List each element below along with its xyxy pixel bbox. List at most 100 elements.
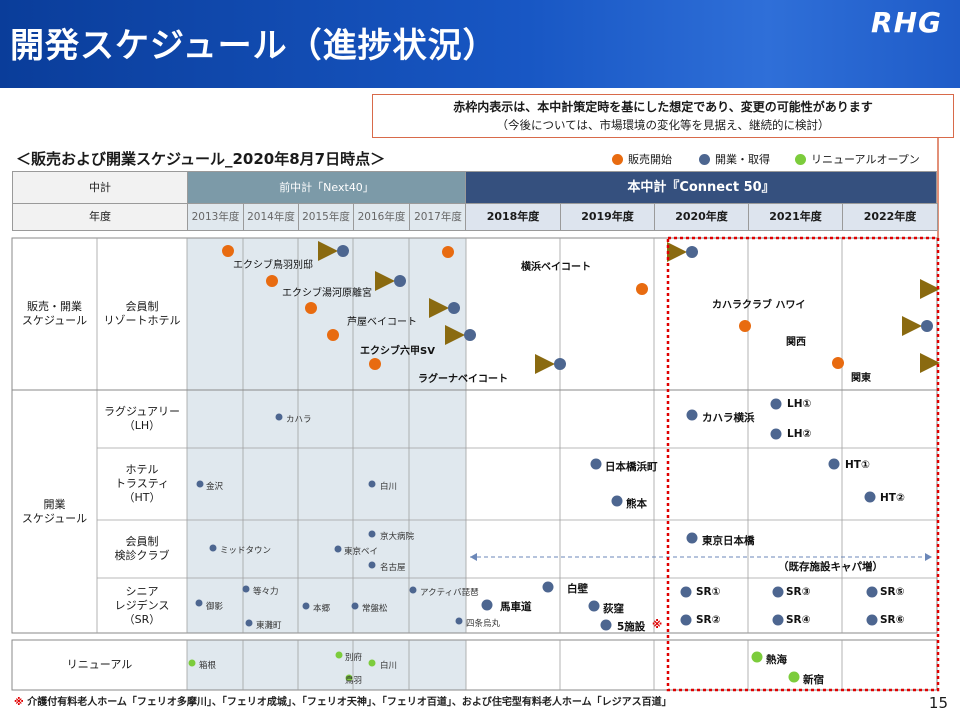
open-marker — [600, 619, 612, 631]
bar-label-ashiya: 芦屋ベイコート — [347, 317, 417, 328]
kenshin-nagoya-label: 名古屋 — [380, 563, 406, 573]
sales-start-marker — [222, 245, 234, 257]
green-dot-icon — [795, 153, 806, 165]
assumption-red-frame — [666, 236, 940, 692]
open-marker — [686, 532, 698, 544]
company-logo: RHG — [871, 6, 942, 39]
renewal-hakone-label: 箱根 — [199, 661, 217, 671]
sr-higashinada-label: 東灘町 — [256, 621, 282, 631]
note-line-1: 赤枠内表示は、本中計策定時を基にした想定であり、変更の可能性があります — [453, 100, 873, 114]
note-line-2: （今後については、市場環境の変化等を見据え、継続的に検討） — [496, 118, 830, 132]
open-marker-small — [368, 530, 376, 538]
renewal-marker-small — [335, 651, 343, 659]
sales-start-marker — [327, 329, 339, 341]
sr-2-label: SR② — [696, 614, 721, 626]
year-cell-curr: 2022年度 — [842, 203, 938, 231]
header-banner: 開発スケジュール（進捗状況） RHG — [0, 0, 960, 88]
disclaimer-note: 赤枠内表示は、本中計策定時を基にした想定であり、変更の可能性があります （今後に… — [372, 94, 954, 138]
sr-4-label: SR④ — [786, 614, 811, 626]
open-marker — [772, 586, 784, 598]
open-marker — [866, 614, 878, 626]
open-marker — [770, 428, 782, 440]
kenshin-capacity-label: （既存施設キャパ増） — [778, 561, 883, 573]
footnote: ※ 介護付有料老人ホーム「フェリオ多摩川」、「フェリオ成城」、「フェリオ天神」、… — [14, 693, 672, 708]
lh-1-label: LH① — [787, 398, 812, 410]
open-marker-small — [242, 585, 250, 593]
kenshin-label: 会員制 検診クラブ — [114, 535, 170, 562]
open-marker — [588, 600, 600, 612]
legend-label: リニューアルオープン — [811, 153, 920, 166]
open-marker — [921, 320, 933, 332]
sr-1-label: SR① — [696, 586, 721, 598]
year-cell-prev: 2013年度 — [187, 203, 244, 231]
orange-dot-icon — [612, 153, 623, 165]
sr-asterisk-mark: ※ — [652, 619, 663, 631]
prev-plan-header: 前中計「Next40」 — [187, 171, 466, 204]
body-border — [11, 237, 938, 634]
renewal-shinjuku-label: 新宿 — [803, 674, 824, 686]
renewal-label: リニューアル — [66, 658, 133, 671]
schedule-subtitle: ＜販売および開業スケジュール_2020年8月7日時点＞ — [16, 150, 386, 168]
kenshin-tokyobay-label: 東京ベイ — [344, 547, 379, 557]
year-cell-curr: 2019年度 — [560, 203, 655, 231]
ht-1-label: HT① — [845, 459, 870, 471]
bar-label-kahala: カハラクラブ ハワイ — [712, 300, 806, 311]
section-open-label: 開業 スケジュール — [21, 497, 88, 525]
legend-sales-start: 販売開始 — [612, 151, 672, 167]
open-marker — [542, 581, 554, 593]
sales-start-marker — [266, 275, 278, 287]
prev-plan-shading-renewal — [187, 640, 466, 690]
open-marker-small — [334, 545, 342, 553]
section-sales-label: 販売・開業 スケジュール — [21, 300, 88, 327]
bar-label-yokohama: 横浜ベイコート — [521, 262, 591, 273]
open-marker — [464, 329, 476, 341]
sr-ogikubo-label: 荻窪 — [603, 603, 624, 615]
sr-shijo-label: 四条烏丸 — [466, 619, 501, 629]
lh-2-label: LH② — [787, 428, 812, 440]
renewal-marker-small — [368, 659, 376, 667]
year-cell-prev: 2016年度 — [353, 203, 410, 231]
year-cell-curr: 2021年度 — [748, 203, 843, 231]
sr-5-label: SR⑤ — [880, 586, 905, 598]
renewal-atami-label: 熱海 — [766, 654, 787, 666]
open-marker-small — [195, 599, 203, 607]
capacity-arrow-right — [925, 553, 932, 561]
renewal-marker — [751, 651, 763, 663]
open-marker-small — [209, 544, 217, 552]
sr-mikage-label: 御影 — [206, 602, 224, 612]
blue-dot-icon — [699, 153, 710, 165]
bar-label-rokko: エクシブ六甲SV — [360, 346, 435, 357]
renewal-marker-small — [345, 674, 353, 682]
ht-label: ホテル トラスティ （HT） — [114, 463, 170, 504]
open-marker-small — [351, 602, 359, 610]
legend-open: 開業・取得 — [699, 151, 770, 167]
open-marker-small — [368, 480, 376, 488]
page-title: 開発スケジュール（進捗状況） — [10, 26, 498, 66]
sales-start-marker — [739, 320, 751, 332]
sr-bashamichi-label: 馬車道 — [500, 601, 532, 613]
open-marker-small — [368, 561, 376, 569]
kenshin-kyodai-label: 京大病院 — [380, 532, 415, 542]
sr-tokiwamatsu-label: 常盤松 — [362, 604, 388, 614]
open-marker-small — [302, 602, 310, 610]
lh-kahala-label: カハラ — [286, 415, 312, 425]
row-label-plan: 中計 — [12, 171, 188, 204]
sales-start-marker — [305, 302, 317, 314]
open-marker — [448, 302, 460, 314]
renewal-shirakawa-label: 白川 — [380, 661, 398, 671]
year-cell-prev: 2014年度 — [243, 203, 299, 231]
bar-label-kanto: 関東 — [851, 373, 871, 384]
kenshin-midtown-label: ミッドタウン — [220, 546, 272, 556]
open-marker — [337, 245, 349, 257]
open-marker-small — [245, 619, 253, 627]
footnote-mark: ※ — [14, 697, 24, 708]
sr-activa-label: アクティバ琵琶 — [420, 588, 479, 598]
renewal-marker-small — [188, 659, 196, 667]
open-marker — [680, 586, 692, 598]
bar-label-kansai: 関西 — [786, 337, 806, 348]
sr-hongo-label: 本郷 — [313, 604, 331, 614]
prev-plan-shading — [187, 238, 466, 633]
bar-label-yugawara: エクシブ湯河原離宮 — [282, 288, 372, 299]
year-cell-curr: 2018年度 — [465, 203, 561, 231]
